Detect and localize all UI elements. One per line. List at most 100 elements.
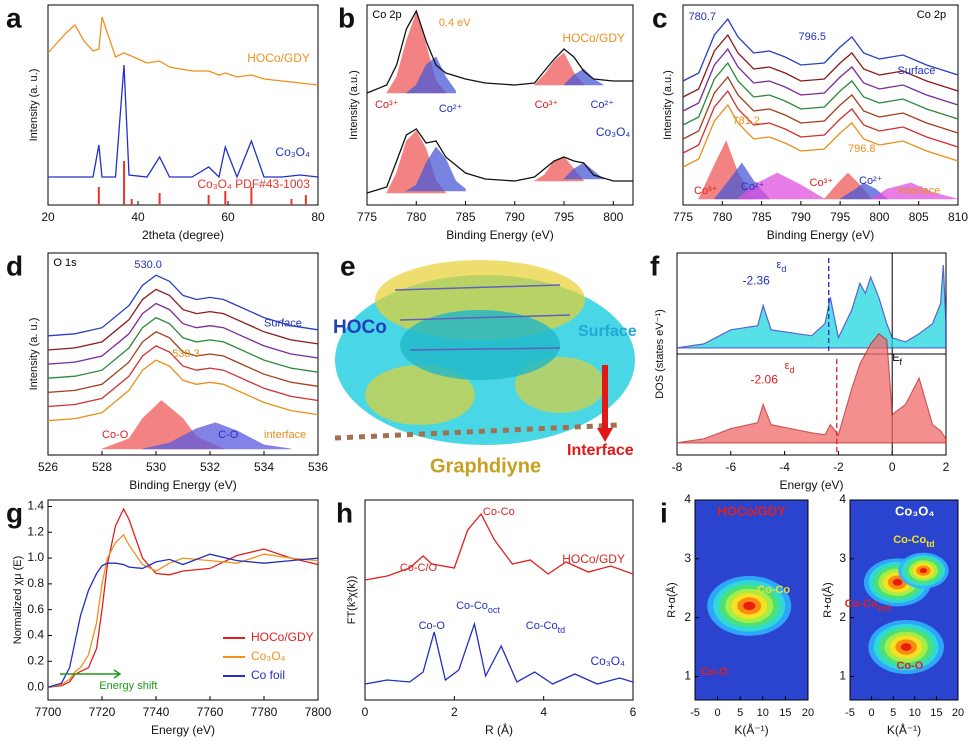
annotation: Co-Co [483, 506, 515, 518]
x-tick-label: 10 [909, 707, 921, 719]
fit-peak [405, 146, 466, 192]
annotation-main: Co²⁺ [741, 181, 765, 193]
fit-peak [405, 56, 456, 94]
x-tick-label: 785 [456, 210, 476, 224]
plot-frame [849, 499, 959, 701]
annotation: Co-O [419, 620, 446, 632]
fit-peak [563, 68, 605, 86]
arrow-head [597, 428, 613, 442]
annotation: 530.3 [172, 348, 200, 360]
y-tick-label: 0.6 [27, 602, 44, 616]
annotation: Co-O [896, 660, 923, 672]
spectrum-line [366, 9, 633, 94]
plot-frame [364, 499, 634, 701]
annotation: Co³⁺ [375, 99, 399, 111]
spectrum-line [366, 128, 633, 194]
spectrum-line [682, 61, 959, 126]
x-tick-label: 795 [830, 210, 850, 224]
x-tick-label: 20 [802, 707, 814, 719]
annotation-main: Co-Co [845, 598, 878, 610]
annotation-main: Co-Co [526, 620, 558, 632]
fit-peak [676, 332, 947, 444]
x-tick-label: 40 [131, 210, 145, 224]
y-axis-label: FT(k³χ(k)) [346, 576, 358, 625]
y-tick-label: 4 [684, 492, 691, 506]
x-tick-label: 0 [869, 707, 875, 719]
x-tick-label: 15 [779, 707, 791, 719]
annotation-main: Co 2p [372, 9, 401, 21]
y-tick-label: 3 [839, 551, 846, 565]
x-axis-label: R (Å) [485, 722, 513, 737]
annotation: Co-Co [757, 584, 790, 596]
x-tick-label: -5 [690, 707, 700, 719]
annotation-sub: oct [488, 605, 501, 615]
annotation: O 1s [53, 257, 77, 269]
x-tick-label: 526 [38, 460, 58, 474]
y-tick-label: 0.8 [27, 576, 44, 590]
panel-letter: d [6, 250, 23, 281]
x-axis-label: K(Å⁻¹) [887, 722, 921, 737]
annotation-sub: d [781, 264, 786, 274]
annotation-main: 530.3 [172, 348, 200, 360]
x-tick-label: 775 [673, 210, 693, 224]
annotation: interface [264, 429, 306, 441]
annotation-main: Co²⁺ [590, 99, 614, 111]
annotation: 780.7 [689, 11, 717, 23]
map-title: Co₃O₄ [895, 503, 935, 518]
annotation-main: Co-O [701, 666, 728, 678]
plot-frame [694, 499, 809, 701]
series-label: Co₃O₄ [275, 145, 310, 159]
annotation: Co²⁺ [859, 175, 883, 187]
x-tick-label: 530 [146, 460, 166, 474]
annotation-main: Co-O [896, 660, 923, 672]
y-axis-label: Intensity (a. u.) [28, 318, 40, 391]
spectrum-line [47, 359, 319, 422]
annotation: Co³⁺ [810, 177, 834, 189]
contour [743, 601, 756, 611]
series-label: HOCo/GDY [247, 51, 310, 65]
label: Graphdiyne [430, 455, 541, 477]
annotation: Co-O [701, 666, 728, 678]
annotation-main: ε [777, 259, 782, 271]
panel-letter: i [660, 497, 668, 528]
x-tick-label: 775 [357, 210, 377, 224]
spectrum-line [47, 274, 319, 337]
spectrum-line [682, 17, 959, 82]
plot-frame [47, 499, 319, 701]
x-tick-label: -4 [779, 460, 790, 474]
annotation-sub: f [900, 357, 903, 367]
plot-frame [366, 4, 634, 206]
x-tick-label: 80 [311, 210, 325, 224]
x-axis-label: Binding Energy (eV) [446, 228, 553, 242]
annotation-main: Co³⁺ [694, 185, 718, 197]
annotation-main: Co 2p [917, 9, 946, 21]
x-tick-label: 5 [890, 707, 896, 719]
contour [900, 643, 912, 651]
spectrum-line [47, 288, 319, 351]
y-tick-label: 0.2 [27, 653, 44, 667]
annotation-main: Co-Co [893, 534, 926, 546]
panel-letter: e [340, 250, 356, 281]
legend-label: Co₃O₄ [251, 649, 286, 663]
annotation: Co-Cooct [845, 598, 892, 613]
annotation: C-O [218, 429, 239, 441]
annotation: Co³⁺ [694, 185, 718, 197]
spectrum-line [364, 512, 634, 581]
x-tick-label: 805 [909, 210, 929, 224]
series-label: HOCo/GDY [562, 552, 625, 566]
annotation-main: Co²⁺ [859, 175, 883, 187]
spectrum-line [47, 553, 319, 688]
shift-arrow [60, 669, 122, 679]
charge-density [515, 357, 605, 413]
annotation: Co²⁺ [741, 181, 765, 193]
atoms [394, 284, 571, 351]
spectrum-line [682, 89, 959, 154]
x-tick-label: 0 [362, 705, 369, 719]
y-axis-label: Intensity (a. u.) [28, 69, 40, 142]
x-axis-label: Energy (eV) [151, 723, 215, 737]
y-tick-label: 3 [684, 551, 691, 565]
x-tick-label: 800 [869, 210, 889, 224]
d-band-label: -2.06 [751, 372, 779, 386]
annotation-main: E [892, 352, 899, 364]
